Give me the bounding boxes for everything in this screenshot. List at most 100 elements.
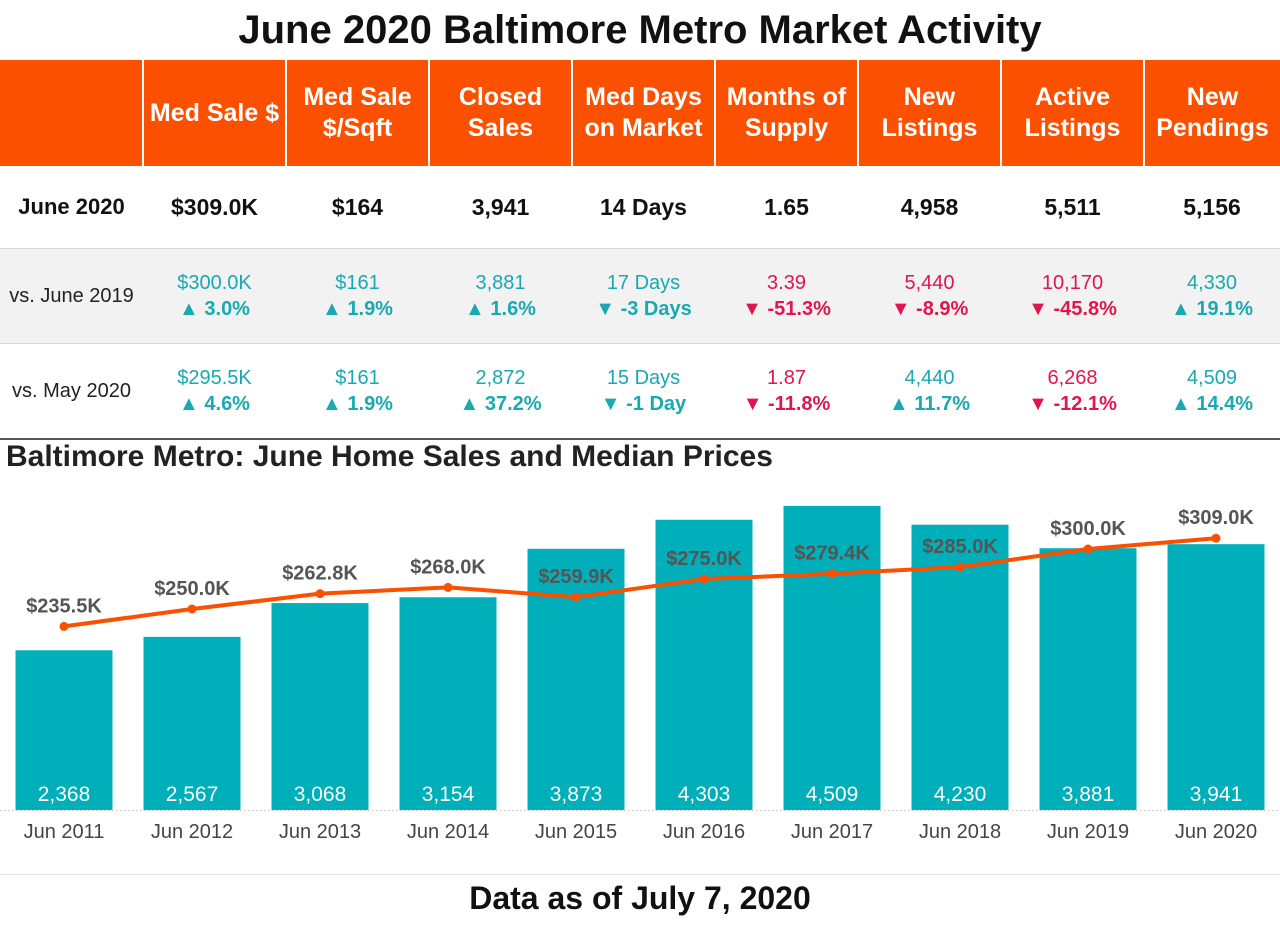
bar-value-label: 4,230 [934,783,987,806]
previous-value: 4,440 [904,367,955,389]
previous-value: 4,330 [1186,272,1238,294]
bar-value-label: 2,567 [166,783,219,806]
row-label-vs-june-2019: vs. June 2019 [0,248,143,344]
median-price-point [699,574,709,584]
row-label-current: June 2020 [0,166,143,249]
change-value: ▲ 1.9% [322,393,393,415]
median-price-label: $262.8K [282,563,358,585]
change-value: ▲ 19.1% [1170,298,1254,320]
bar-closed-sales [271,603,369,810]
comparison-cell: $295.5K ▲ 4.6% [143,343,286,440]
x-tick-label: Jun 2020 [1175,821,1257,843]
header-new-listings: New Listings [857,60,1001,166]
median-price-point [955,562,965,572]
header-closed-sales: Closed Sales [428,60,572,166]
previous-value: 4,509 [1186,367,1238,389]
bar-value-label: 3,154 [422,783,475,806]
median-price-point [187,604,197,614]
median-price-label: $268.0K [410,556,486,578]
bar-closed-sales [399,597,497,810]
bar-closed-sales [783,505,881,810]
header-med-sale-price-per-sqft: Med Sale $/Sqft [285,60,429,166]
change-value: ▲ 3.0% [179,298,250,320]
previous-value: 1.87 [767,367,806,389]
bar-value-label: 3,881 [1062,783,1115,806]
change-value: ▼ -1 Day [600,393,687,415]
bar-closed-sales [1039,548,1137,810]
change-value: ▼ -3 Days [595,298,692,320]
current-value: $164 [286,166,429,249]
data-date-footer: Data as of July 7, 2020 [469,880,811,916]
median-price-point [571,592,581,602]
comparison-cell: 4,509 ▲ 14.4% [1144,343,1280,440]
comparison-cell: 5,440 ▼ -8.9% [858,248,1001,344]
x-tick-label: Jun 2017 [791,821,873,843]
table-row-vs-may-2020: vs. May 2020 $295.5K ▲ 4.6% $161 ▲ 1.9% 2,… [0,343,1280,440]
comparison-cell: 3.39 ▼ -51.3% [715,248,858,344]
row-label-vs-may-2020: vs. May 2020 [0,343,143,440]
comparison-cell: $161 ▲ 1.9% [286,248,429,344]
bar-closed-sales [911,524,1009,810]
previous-value: 17 Days [606,272,681,294]
change-value: ▲ 11.7% [889,393,970,415]
comparison-cell: 4,440 ▲ 11.7% [858,343,1001,440]
bar-closed-sales [15,650,113,810]
current-value: 4,958 [858,166,1001,249]
median-price-label: $235.5K [26,595,102,617]
median-price-point [443,582,453,592]
comparison-cell: 1.87 ▼ -11.8% [715,343,858,440]
change-value: ▼ -11.8% [742,393,831,415]
median-price-point [59,621,69,631]
median-price-label: $279.4K [794,543,870,565]
median-price-label: $259.9K [538,566,614,588]
previous-value: $161 [335,367,380,389]
change-value: ▲ 14.4% [1170,393,1254,415]
comparison-cell: 4,330 ▲ 19.1% [1144,248,1280,344]
table-row-current: June 2020 $309.0K $164 3,941 14 Days 1.6… [0,166,1280,249]
bar-closed-sales [1167,544,1265,810]
current-value: 14 Days [572,166,715,249]
bar-value-label: 4,303 [678,783,731,806]
previous-value: 3.39 [767,272,806,294]
x-tick-label: Jun 2011 [24,821,105,843]
current-value: 5,511 [1001,166,1144,249]
comparison-cell: $300.0K ▲ 3.0% [143,248,286,344]
change-value: ▲ 4.6% [179,393,250,415]
footer-divider [0,874,1280,875]
x-tick-label: Jun 2013 [279,821,361,843]
header-corner [0,60,143,166]
header-med-days-on-market: Med Days on Market [571,60,715,166]
current-value: 1.65 [715,166,858,249]
header-new-pendings: New Pendings [1143,60,1280,166]
previous-value: 5,440 [904,272,955,294]
bar-value-label: 3,873 [550,783,603,806]
median-price-line [63,536,1217,629]
current-value: 5,156 [1144,166,1280,249]
bar-value-label: 4,509 [806,783,859,806]
bar-closed-sales [143,636,241,810]
page-title: June 2020 Baltimore Metro Market Activit… [238,8,1042,52]
x-tick-label: Jun 2016 [663,821,745,843]
previous-value: $295.5K [177,367,252,389]
change-value: ▼ -51.3% [742,298,831,320]
comparison-cell: 2,872 ▲ 37.2% [429,343,572,440]
change-value: ▲ 37.2% [459,393,542,415]
current-value: 3,941 [429,166,572,249]
x-tick-label: Jun 2018 [919,821,1001,843]
previous-value: 3,881 [475,272,526,294]
comparison-cell: 10,170 ▼ -45.8% [1001,248,1144,344]
previous-value: $300.0K [177,272,252,294]
median-price-label: $285.0K [922,536,998,558]
change-value: ▼ -8.9% [890,298,969,320]
chart-title: Baltimore Metro: June Home Sales and Med… [6,440,773,473]
x-tick-label: Jun 2014 [407,821,489,843]
header-months-of-supply: Months of Supply [714,60,858,166]
median-price-point [315,589,325,599]
bar-closed-sales [655,519,753,810]
change-value: ▲ 1.6% [465,298,536,320]
current-value: $309.0K [143,166,286,249]
previous-value: 15 Days [606,367,681,389]
previous-value: 6,268 [1047,367,1098,389]
comparison-cell: 6,268 ▼ -12.1% [1001,343,1144,440]
comparison-cell: 3,881 ▲ 1.6% [429,248,572,344]
